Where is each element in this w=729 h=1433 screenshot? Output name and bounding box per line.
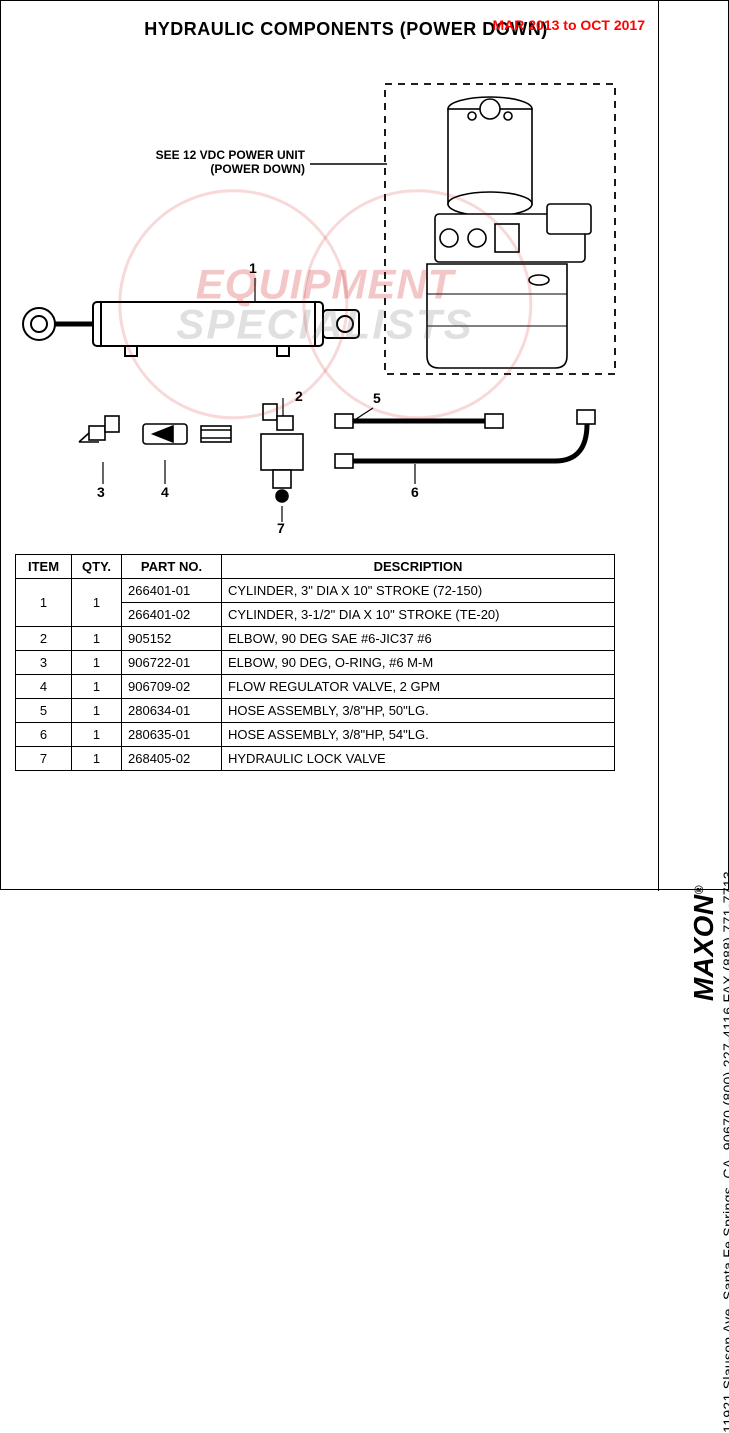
item-label-5: 5	[373, 390, 381, 406]
col-qty: QTY.	[72, 555, 122, 579]
cell-qty: 1	[72, 747, 122, 771]
callout-line2: (POWER DOWN)	[210, 162, 305, 176]
cell-desc: ELBOW, 90 DEG SAE #6-JIC37 #6	[222, 627, 615, 651]
cell-item: 5	[16, 699, 72, 723]
item-label-1: 1	[249, 260, 257, 276]
sidebar: 11921 Slauson Ave. Santa Fe Springs, CA.…	[658, 1, 728, 891]
cell-qty: 1	[72, 579, 122, 627]
power-unit-callout: SEE 12 VDC POWER UNIT (POWER DOWN)	[125, 148, 305, 177]
cell-partno: 280634-01	[122, 699, 222, 723]
cell-item: 6	[16, 723, 72, 747]
diagram-svg	[15, 64, 635, 534]
cell-partno: 266401-02	[122, 603, 222, 627]
cell-partno: 905152	[122, 627, 222, 651]
parts-table: ITEM QTY. PART NO. DESCRIPTION 11266401-…	[15, 554, 615, 771]
item-label-2: 2	[295, 388, 303, 404]
cell-item: 7	[16, 747, 72, 771]
table-row: 31906722-01ELBOW, 90 DEG, O-RING, #6 M-M	[16, 651, 615, 675]
cell-partno: 268405-02	[122, 747, 222, 771]
cell-item: 2	[16, 627, 72, 651]
cell-partno: 906722-01	[122, 651, 222, 675]
col-item: ITEM	[16, 555, 72, 579]
brand-logo: MAXON®	[688, 885, 720, 1001]
company-address: 11921 Slauson Ave. Santa Fe Springs, CA.…	[720, 871, 729, 1433]
cell-desc: HYDRAULIC LOCK VALVE	[222, 747, 615, 771]
cell-desc: CYLINDER, 3" DIA X 10" STROKE (72-150)	[222, 579, 615, 603]
cell-item: 3	[16, 651, 72, 675]
table-row: 71268405-02HYDRAULIC LOCK VALVE	[16, 747, 615, 771]
callout-line1: SEE 12 VDC POWER UNIT	[156, 148, 305, 162]
table-row: 51280634-01HOSE ASSEMBLY, 3/8"HP, 50"LG.	[16, 699, 615, 723]
cell-partno: 280635-01	[122, 723, 222, 747]
cell-qty: 1	[72, 699, 122, 723]
table-row: 21905152ELBOW, 90 DEG SAE #6-JIC37 #6	[16, 627, 615, 651]
cell-partno: 906709-02	[122, 675, 222, 699]
table-row: 11266401-01CYLINDER, 3" DIA X 10" STROKE…	[16, 579, 615, 603]
col-desc: DESCRIPTION	[222, 555, 615, 579]
table-row: 61280635-01HOSE ASSEMBLY, 3/8"HP, 54"LG.	[16, 723, 615, 747]
cell-desc: HOSE ASSEMBLY, 3/8"HP, 54"LG.	[222, 723, 615, 747]
cell-desc: FLOW REGULATOR VALVE, 2 GPM	[222, 675, 615, 699]
cell-desc: ELBOW, 90 DEG, O-RING, #6 M-M	[222, 651, 615, 675]
cell-item: 4	[16, 675, 72, 699]
cell-qty: 1	[72, 675, 122, 699]
cell-partno: 266401-01	[122, 579, 222, 603]
item-label-4: 4	[161, 484, 169, 500]
table-row: 41906709-02FLOW REGULATOR VALVE, 2 GPM	[16, 675, 615, 699]
date-range: MAR 2013 to OCT 2017	[493, 17, 646, 33]
cell-item: 1	[16, 579, 72, 627]
item-label-7: 7	[277, 520, 285, 536]
cell-qty: 1	[72, 627, 122, 651]
cell-qty: 1	[72, 723, 122, 747]
item-label-6: 6	[411, 484, 419, 500]
item-label-3: 3	[97, 484, 105, 500]
cell-qty: 1	[72, 651, 122, 675]
hydraulic-diagram: EQUIPMENT SPECIALISTS	[15, 64, 635, 534]
col-partno: PART NO.	[122, 555, 222, 579]
cell-desc: CYLINDER, 3-1/2" DIA X 10" STROKE (TE-20…	[222, 603, 615, 627]
table-header-row: ITEM QTY. PART NO. DESCRIPTION	[16, 555, 615, 579]
brand-text: MAXON	[688, 894, 719, 1001]
cell-desc: HOSE ASSEMBLY, 3/8"HP, 50"LG.	[222, 699, 615, 723]
